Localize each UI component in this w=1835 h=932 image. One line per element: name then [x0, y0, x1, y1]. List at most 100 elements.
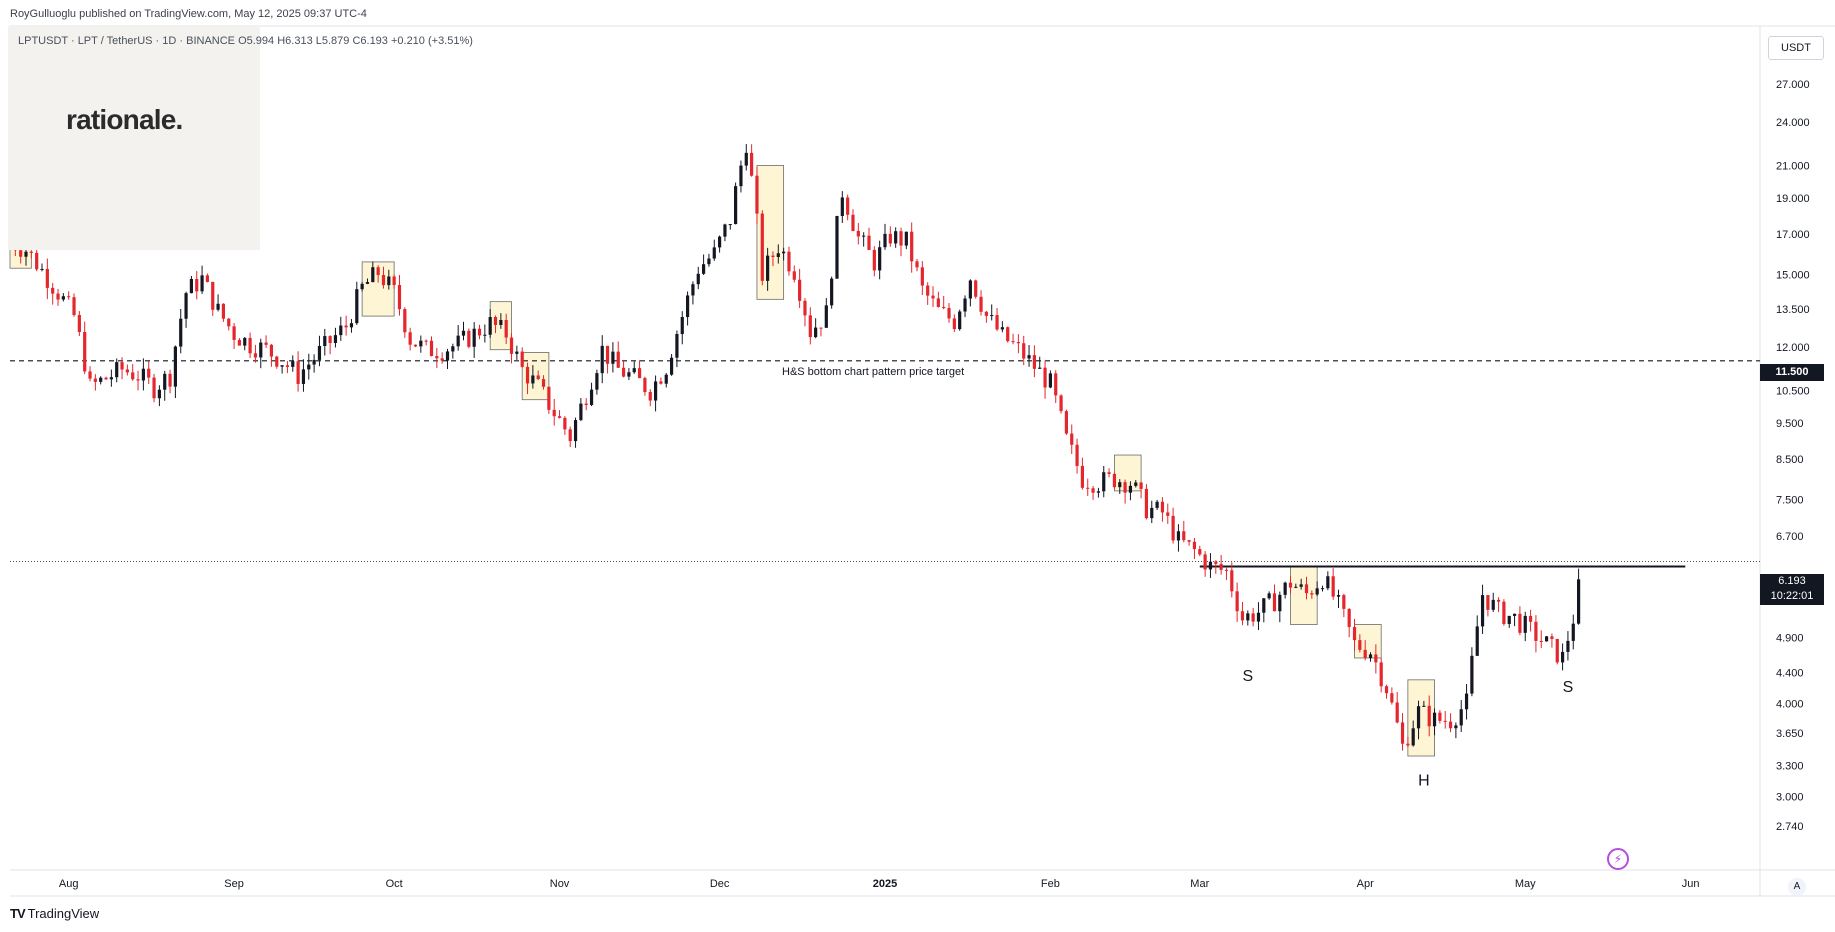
candle-body [1400, 722, 1405, 744]
candle-body [136, 379, 140, 381]
lightning-icon[interactable]: ⚡ [1607, 848, 1629, 870]
candle-body [680, 316, 684, 335]
candle-body [1475, 626, 1479, 656]
candle-body [1043, 367, 1047, 388]
candle-body [1432, 712, 1437, 727]
candle-body [621, 367, 626, 377]
candle-body [1160, 501, 1165, 513]
candle-body [589, 389, 594, 405]
candle-body [1283, 582, 1287, 595]
candle-body [835, 215, 839, 279]
candle-body [1512, 613, 1517, 616]
pattern-label-s: S [1563, 679, 1574, 696]
candle-body [931, 295, 935, 299]
candle-body [1166, 512, 1170, 516]
candle-body [1251, 613, 1255, 622]
candle-body [637, 368, 642, 379]
candle-body [568, 429, 572, 442]
highlight-zone [1290, 566, 1318, 625]
candle-body [995, 315, 999, 330]
candle-body [579, 403, 583, 421]
candle-body [77, 315, 81, 332]
tradingview-brand: TradingView [27, 906, 100, 921]
candle-body [1352, 627, 1357, 641]
candle-body [653, 381, 658, 401]
candle-body [1454, 725, 1458, 729]
price-tick-label: 19.000 [1776, 193, 1810, 205]
candle-body [1288, 582, 1293, 588]
candle-body [152, 377, 156, 399]
candle-body [669, 357, 674, 375]
currency-button[interactable]: USDT [1768, 36, 1824, 60]
candle-body [867, 235, 871, 250]
candle-body [237, 339, 242, 346]
candle-body [1299, 584, 1303, 587]
candle-body [856, 230, 860, 237]
candle-body [557, 416, 562, 418]
candle-body [744, 152, 748, 166]
candle-body [824, 305, 828, 328]
candle-body [499, 320, 503, 325]
candle-body [1406, 743, 1410, 746]
candle-body [163, 373, 167, 390]
candle-body [56, 293, 60, 300]
candle-body [525, 366, 530, 384]
candle-body [926, 285, 930, 296]
candle-body [333, 335, 338, 343]
candle-body [920, 267, 924, 286]
candle-body [243, 337, 247, 346]
candle-body [936, 298, 940, 308]
candle-body [1496, 599, 1501, 602]
candle-body [29, 251, 33, 253]
candle-body [195, 278, 199, 292]
candle-body [515, 351, 519, 354]
time-tick-label: Apr [1357, 878, 1374, 890]
time-tick-label: Dec [710, 878, 730, 890]
candle-body [1320, 588, 1325, 590]
candle-body [1022, 343, 1026, 359]
candle-body [541, 379, 546, 387]
candle-body [520, 351, 524, 367]
candle-body [328, 336, 332, 343]
candle-body [883, 233, 887, 248]
candle-body [803, 300, 807, 316]
candle-body [19, 250, 23, 257]
candle-body [1368, 654, 1373, 658]
price-tick-label: 10.500 [1776, 385, 1810, 397]
candle-body [349, 323, 354, 328]
candle-body [846, 197, 850, 215]
candle-body [979, 296, 983, 312]
candle-body [1384, 686, 1389, 694]
candle-body [355, 289, 359, 324]
candle-body [1326, 576, 1330, 589]
candle-body [1240, 611, 1245, 621]
candle-body [1208, 561, 1213, 570]
candle-body [1006, 327, 1010, 342]
candle-body [1358, 640, 1362, 650]
tradingview-logo[interactable]: TV TradingView [10, 906, 99, 921]
candle-body [1224, 569, 1229, 571]
candle-body [1187, 540, 1191, 542]
candle-body [1011, 341, 1015, 343]
time-tick-label: 2025 [873, 878, 897, 890]
candle-body [1107, 472, 1111, 474]
price-tick-label: 17.000 [1776, 229, 1810, 241]
candle-body [424, 340, 428, 342]
candle-body [1470, 655, 1474, 694]
candle-body [1342, 595, 1346, 609]
candle-body [24, 251, 28, 257]
symbol-legend[interactable]: LPTUSDT · LPT / TetherUS · 1D · BINANCE … [18, 35, 473, 47]
symbol-name[interactable]: LPTUSDT · LPT / TetherUS · 1D · BINANCE [18, 35, 236, 47]
candle-body [1080, 465, 1085, 488]
auto-scale-button[interactable]: A [1788, 878, 1806, 896]
candle-body [227, 318, 231, 327]
candle-body [1182, 531, 1186, 541]
candle-body [712, 247, 716, 259]
candle-body [1198, 549, 1202, 555]
price-tick-label: 7.500 [1776, 494, 1804, 506]
candle-body [376, 267, 380, 276]
candle-body [1235, 591, 1239, 612]
candle-body [952, 318, 956, 330]
candle-body [1507, 615, 1511, 624]
